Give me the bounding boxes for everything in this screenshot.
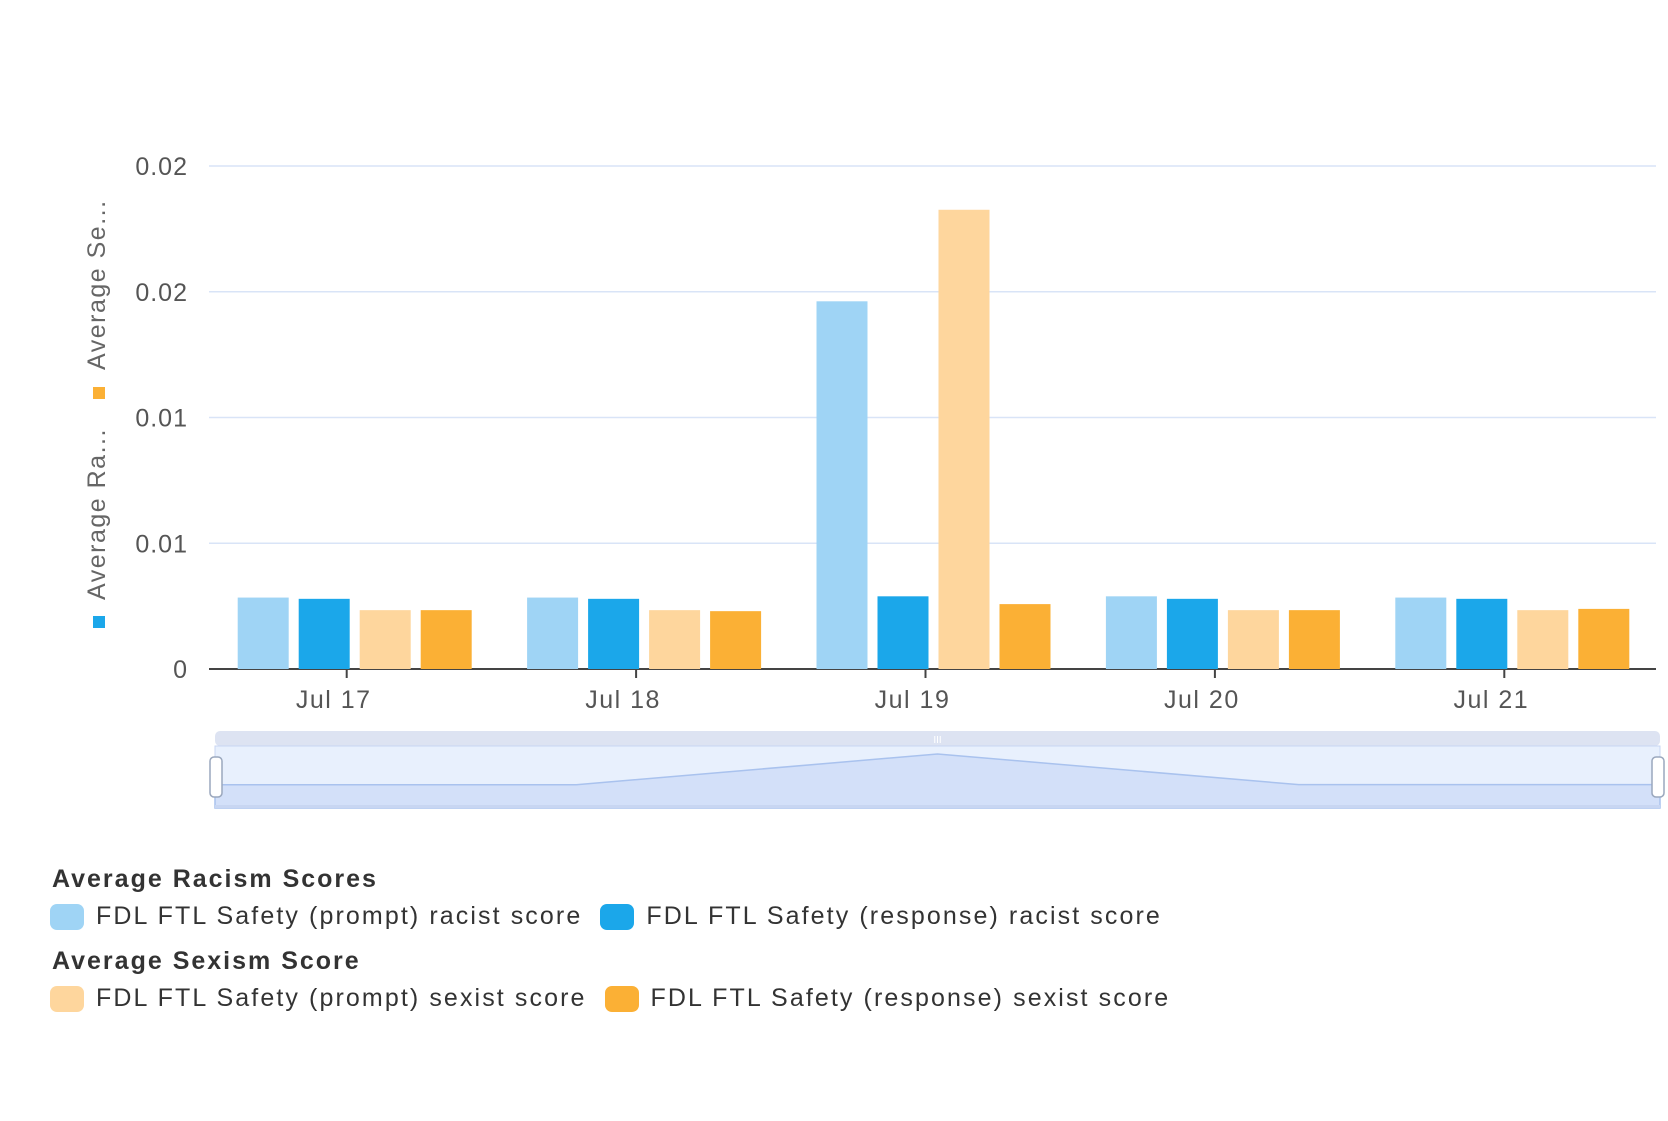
bar — [816, 301, 868, 669]
bar — [1227, 610, 1279, 669]
bar — [298, 598, 350, 669]
navigator-right-handle[interactable] — [1651, 756, 1665, 798]
legend-swatch — [604, 985, 639, 1012]
y-label-sexism: Average Se... — [83, 199, 111, 370]
legend-label: FDL FTL Safety (prompt) racist score — [96, 902, 583, 930]
legend-group-sexism: Average Sexism Score FDL FTL Safety (pro… — [50, 947, 1610, 1013]
bar — [649, 610, 701, 669]
bar — [938, 209, 990, 670]
legend-item-prompt-racist[interactable]: FDL FTL Safety (prompt) racist score — [50, 902, 582, 931]
bar — [420, 610, 472, 669]
x-tick-label: Jul 17 — [296, 686, 372, 714]
legend-label: FDL FTL Safety (response) racist score — [646, 902, 1162, 930]
y-tick-label: 0.02 — [135, 279, 188, 307]
y-label-swatch-sexism — [93, 387, 105, 399]
x-tick-label: Jul 21 — [1453, 686, 1529, 714]
legend-group-title: Average Racism Scores — [52, 865, 378, 893]
navigator-baseline — [215, 805, 1660, 808]
navigator-series — [214, 753, 1661, 809]
bar — [237, 597, 289, 669]
bar — [1105, 596, 1157, 669]
legend-label: FDL FTL Safety (response) sexist score — [650, 984, 1171, 1012]
legend: Average Racism Scores FDL FTL Safety (pr… — [50, 865, 1610, 1029]
legend-swatch — [600, 903, 635, 930]
x-tick-label: Jul 19 — [875, 686, 951, 714]
bar — [1166, 598, 1218, 669]
bar — [527, 597, 579, 669]
y-axis-label: Average Ra... Average Se... — [83, 199, 111, 628]
legend-group-title: Average Sexism Score — [52, 947, 361, 975]
legend-item-prompt-sexist[interactable]: FDL FTL Safety (prompt) sexist score — [50, 984, 587, 1013]
navigator-grip-icon: III — [933, 735, 941, 746]
legend-group-racism: Average Racism Scores FDL FTL Safety (pr… — [50, 865, 1610, 931]
y-tick-label: 0.01 — [135, 405, 188, 433]
bar — [710, 611, 762, 669]
legend-item-response-sexist[interactable]: FDL FTL Safety (response) sexist score — [604, 984, 1171, 1013]
legend-swatch — [50, 903, 84, 930]
bar — [1517, 610, 1569, 669]
x-tick-label: Jul 18 — [585, 686, 661, 714]
y-tick-label: 0 — [173, 656, 188, 684]
y-label-swatch-racism — [93, 616, 105, 628]
bar — [1395, 597, 1447, 669]
y-tick-label: 0.01 — [135, 530, 188, 558]
bar — [588, 598, 640, 669]
bar — [1456, 598, 1508, 669]
bar — [1578, 608, 1630, 669]
legend-label: FDL FTL Safety (prompt) sexist score — [96, 984, 587, 1012]
x-tick-label: Jul 20 — [1164, 686, 1240, 714]
bar — [1288, 610, 1340, 669]
navigator-left-handle[interactable] — [209, 756, 223, 798]
bar — [999, 604, 1051, 669]
legend-swatch — [50, 985, 84, 1012]
y-label-racism: Average Ra... — [83, 428, 111, 600]
bar — [877, 596, 929, 669]
legend-item-response-racist[interactable]: FDL FTL Safety (response) racist score — [600, 902, 1162, 931]
y-tick-label: 0.02 — [135, 153, 188, 181]
navigator-scrollbar — [215, 731, 1660, 746]
bar — [359, 610, 411, 669]
